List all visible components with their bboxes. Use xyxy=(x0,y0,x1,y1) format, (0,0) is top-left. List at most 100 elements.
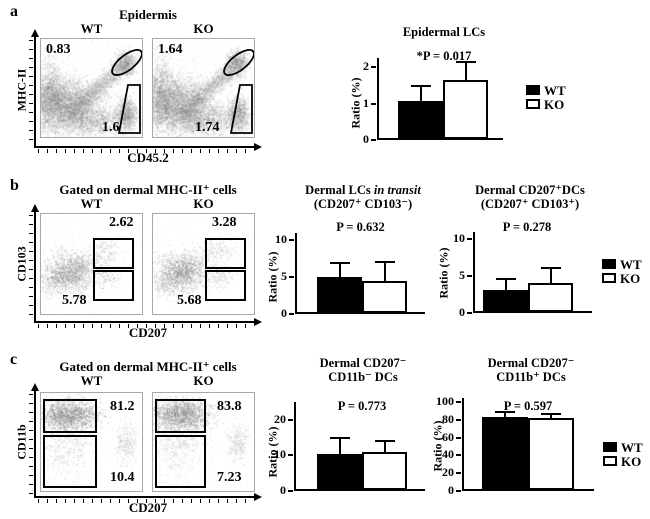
flow-scatter-c-ko xyxy=(153,393,254,491)
error-bar xyxy=(464,63,467,80)
chart-title-main: Dermal LCs xyxy=(305,183,371,197)
panel-c-ko-label: KO xyxy=(193,373,214,388)
flow-scatter-b-ko xyxy=(153,214,254,314)
gate-value: 3.28 xyxy=(212,215,237,230)
chart-dermal-lcs-title: Dermal LCs in transit (CD207⁺ CD103⁻) xyxy=(293,183,433,211)
y-tick-mark xyxy=(371,66,376,69)
up-arrow-icon xyxy=(31,29,39,37)
bar-wt xyxy=(398,100,443,139)
flow-plot-a-wt xyxy=(40,38,143,138)
chart-cd207-dcs-title: Dermal CD207⁺DCs (CD207⁺ CD103⁺) xyxy=(460,183,600,211)
bar-chart-cd11b-neg: 0 10 20 xyxy=(274,402,425,497)
error-bar-cap xyxy=(410,84,431,87)
panel-b-wt-label: WT xyxy=(80,196,103,211)
error-bar-cap xyxy=(541,413,561,416)
panel-c-x-ticks xyxy=(38,499,252,503)
right-arrow-icon xyxy=(254,318,262,326)
flow-plot-a-ko xyxy=(152,38,255,138)
up-arrow-icon xyxy=(31,383,39,391)
chart-epidermal-lcs-pvalue: *P = 0.017 xyxy=(416,49,472,63)
legend-wt-label: WT xyxy=(621,439,643,455)
chart-title-line2: CD11b⁺ DCs xyxy=(496,369,566,384)
right-arrow-icon xyxy=(254,493,262,501)
trapezoid-gate xyxy=(117,84,141,134)
panel-c-wt-label: WT xyxy=(80,373,103,388)
chart-title-line2: CD11b⁻ DCs xyxy=(328,369,398,384)
bar-wt xyxy=(482,417,528,490)
y-tick-mark xyxy=(288,418,293,421)
legend-ko-row: KO xyxy=(602,271,642,285)
cd103-neg-gate xyxy=(93,270,134,301)
bar-ko xyxy=(362,452,407,490)
y-tick-label: 1 xyxy=(363,95,369,110)
y-tick-label: 20 xyxy=(274,411,286,426)
chart-cd11b-pos-ylabel: Ratio (%) xyxy=(430,420,445,472)
chart-epidermal-lcs-title: Epidermal LCs xyxy=(402,25,486,39)
chart-bar-layer xyxy=(377,58,503,139)
gate-value: 83.8 xyxy=(217,399,242,414)
panel-c-title: Gated on dermal MHC-II⁺ cells xyxy=(59,359,237,374)
error-bar-cap xyxy=(374,260,395,263)
y-tick-label: 0 xyxy=(280,483,286,497)
bar-wt xyxy=(317,276,362,313)
y-tick-mark xyxy=(371,139,376,141)
panel-c-label: c xyxy=(10,351,18,368)
panel-a-y-ticks xyxy=(29,40,33,144)
y-tick-label: 2 xyxy=(363,59,369,74)
y-tick-mark xyxy=(289,313,294,315)
panel-b-label: b xyxy=(10,177,19,194)
legend-ko-row: KO xyxy=(603,454,643,468)
flow-plot-b-ko xyxy=(152,213,255,315)
chart-y-axis xyxy=(294,402,296,491)
y-tick-label: 10 xyxy=(274,447,286,462)
y-tick-label: 0 xyxy=(459,305,465,319)
cd103-neg-gate xyxy=(205,270,246,301)
y-tick-label: 0 xyxy=(448,483,454,497)
y-tick-label: 5 xyxy=(459,268,465,283)
panel-b-ko-label: KO xyxy=(193,196,214,211)
chart-y-axis xyxy=(473,232,475,313)
panel-a-ko-label: KO xyxy=(193,21,214,36)
flow-scatter-c-wt xyxy=(41,393,142,491)
chart-x-axis xyxy=(462,489,594,491)
y-tick-label: 80 xyxy=(442,411,454,426)
cd11b-neg-gate xyxy=(155,435,206,488)
y-tick-label: 0 xyxy=(281,306,287,320)
gate-value: 0.83 xyxy=(46,42,71,57)
legend-a: WT KO xyxy=(526,83,566,111)
gate-value: 1.74 xyxy=(195,120,220,135)
cd11b-pos-gate xyxy=(155,399,206,433)
y-tick-label: 20 xyxy=(442,465,454,480)
legend-wt-label: WT xyxy=(544,82,566,98)
panel-c-x-axis-label: CD207 xyxy=(128,500,168,515)
chart-title-main: Dermal CD207⁻ xyxy=(487,356,575,370)
panel-b-x-ticks xyxy=(38,324,252,328)
y-tick-mark xyxy=(456,490,461,492)
chart-cd11b-neg-title: Dermal CD207⁻ CD11b⁻ DCs xyxy=(293,356,433,384)
flow-plot-c-wt xyxy=(40,392,143,492)
chart-bar-layer xyxy=(295,233,425,313)
gate-value: 1.64 xyxy=(158,42,183,57)
y-tick-mark xyxy=(456,436,461,439)
error-bar-cap xyxy=(540,266,561,269)
chart-bar-layer xyxy=(462,398,594,490)
chart-subtitle: (CD207⁺ CD103⁺) xyxy=(480,196,580,211)
bar-chart-epidermal-lcs: 0 1 2 xyxy=(363,58,503,146)
y-tick-mark xyxy=(288,490,293,492)
panel-a-wt-label: WT xyxy=(80,21,103,36)
panel-c-y-ticks xyxy=(29,394,33,494)
chart-title-italic: in transit xyxy=(373,183,421,197)
cd103-pos-gate xyxy=(205,238,246,269)
chart-x-axis xyxy=(377,138,503,140)
error-bar-cap xyxy=(455,61,476,64)
chart-title-main: Dermal CD207⁻ xyxy=(319,356,407,370)
cd103-pos-gate xyxy=(93,238,134,269)
ko-swatch-icon xyxy=(603,456,617,466)
panel-a-x-axis xyxy=(34,146,256,148)
y-tick-label: 0 xyxy=(363,132,369,146)
chart-cd11b-neg-pvalue: P = 0.773 xyxy=(337,399,387,413)
flow-plot-c-ko xyxy=(152,392,255,492)
y-tick-mark xyxy=(289,276,294,279)
y-tick-mark xyxy=(456,418,461,421)
